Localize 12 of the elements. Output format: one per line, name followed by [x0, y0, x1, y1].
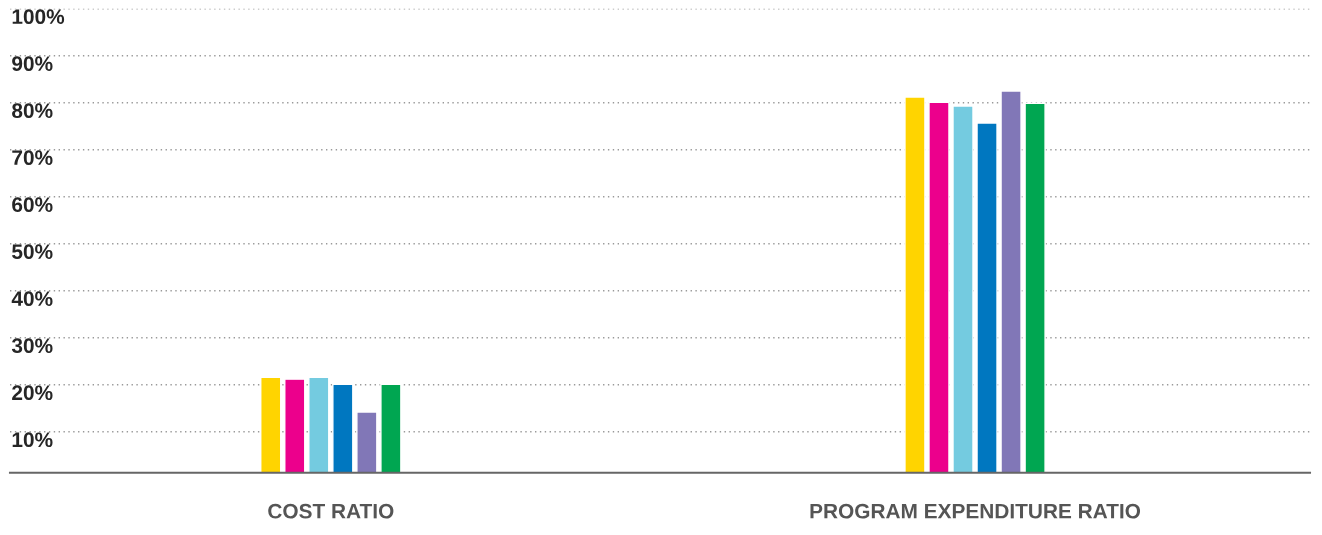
y-tick-label: 20%	[12, 385, 53, 401]
y-tick-label: 40%	[11, 291, 53, 307]
y-tick-label: 10%	[12, 432, 53, 448]
x-tick-label: COST RATIO	[268, 503, 394, 519]
y-tick-label: 100%	[12, 9, 65, 24]
y-tick-label: 60%	[12, 197, 53, 213]
y-tick-label: 30%	[11, 338, 53, 354]
y-tick-label: 90%	[12, 56, 53, 72]
y-tick-label: 70%	[12, 150, 53, 166]
y-tick-label: 50%	[12, 244, 53, 260]
x-tick-label: PROGRAM EXPENDITURE RATIO	[810, 503, 1141, 519]
y-tick-label: 80%	[12, 103, 53, 119]
